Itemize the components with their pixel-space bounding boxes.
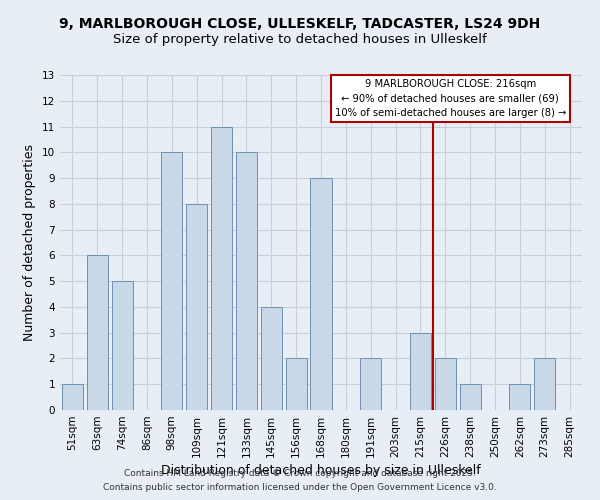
Text: Contains public sector information licensed under the Open Government Licence v3: Contains public sector information licen… [103,484,497,492]
Bar [261,307,282,410]
Bar [62,384,83,410]
Bar [161,152,182,410]
Bar [186,204,207,410]
Bar [112,281,133,410]
Bar [410,332,431,410]
Text: Contains HM Land Registry data © Crown copyright and database right 2025.: Contains HM Land Registry data © Crown c… [124,468,476,477]
Bar [87,256,108,410]
Bar [211,126,232,410]
Bar [236,152,257,410]
Bar [360,358,381,410]
Bar [534,358,555,410]
Text: Size of property relative to detached houses in Ulleskelf: Size of property relative to detached ho… [113,32,487,46]
Bar [460,384,481,410]
Y-axis label: Number of detached properties: Number of detached properties [23,144,37,341]
Bar [435,358,456,410]
Bar [509,384,530,410]
Text: 9 MARLBOROUGH CLOSE: 216sqm
← 90% of detached houses are smaller (69)
10% of sem: 9 MARLBOROUGH CLOSE: 216sqm ← 90% of det… [335,79,566,118]
Text: 9, MARLBOROUGH CLOSE, ULLESKELF, TADCASTER, LS24 9DH: 9, MARLBOROUGH CLOSE, ULLESKELF, TADCAST… [59,18,541,32]
Bar [310,178,332,410]
X-axis label: Distribution of detached houses by size in Ulleskelf: Distribution of detached houses by size … [161,464,481,477]
Bar [286,358,307,410]
